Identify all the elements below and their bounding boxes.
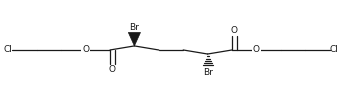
- Text: Br: Br: [203, 68, 212, 77]
- Polygon shape: [128, 32, 141, 46]
- Text: Cl: Cl: [330, 45, 339, 54]
- Text: Cl: Cl: [3, 45, 12, 54]
- Text: O: O: [231, 26, 238, 35]
- Text: O: O: [109, 65, 116, 74]
- Text: Br: Br: [130, 23, 139, 32]
- Text: O: O: [253, 45, 260, 54]
- Text: O: O: [82, 45, 89, 54]
